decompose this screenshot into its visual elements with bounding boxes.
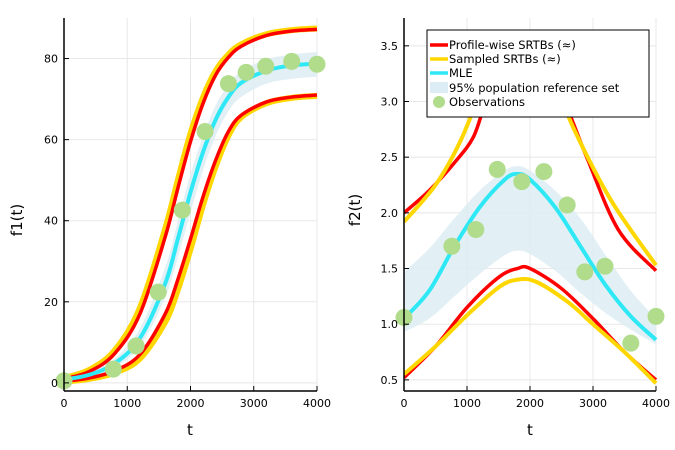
x-tick-label: 4000 bbox=[642, 397, 670, 410]
x-tick-label: 1000 bbox=[113, 397, 141, 410]
y-tick-label: 2.0 bbox=[381, 207, 399, 220]
x-axis-label: t bbox=[187, 421, 193, 439]
observation-point bbox=[558, 196, 576, 214]
legend-swatch-band bbox=[430, 82, 448, 93]
observation-point bbox=[149, 283, 167, 301]
y-tick-label: 0.5 bbox=[381, 374, 399, 387]
observation-point bbox=[173, 201, 191, 219]
band-95-population-reference-set bbox=[404, 166, 656, 345]
line-sampled-srtbs-lower bbox=[404, 276, 658, 385]
legend-swatch-observations bbox=[433, 96, 445, 108]
x-tick-label: 0 bbox=[401, 397, 408, 410]
axes: 0 1000 2000 3000 4000 0 20 40 60 80 bbox=[44, 18, 331, 410]
y-tick-label: 3.0 bbox=[381, 96, 399, 109]
observation-point bbox=[596, 257, 614, 275]
observation-point bbox=[104, 360, 122, 378]
y-axis-label: f2(t) bbox=[346, 194, 364, 226]
legend-label-profile: Profile-wise SRTBs (≈) bbox=[449, 38, 576, 52]
observation-point bbox=[647, 307, 665, 325]
x-tick-label: 3000 bbox=[240, 397, 268, 410]
observation-point bbox=[219, 75, 237, 93]
observation-point bbox=[467, 221, 485, 239]
observation-point bbox=[283, 52, 301, 70]
y-tick-label: 80 bbox=[44, 53, 58, 66]
observation-point bbox=[488, 160, 506, 178]
observation-point bbox=[127, 337, 145, 355]
observation-point bbox=[622, 334, 640, 352]
observation-point bbox=[513, 173, 531, 191]
observation-point bbox=[196, 123, 214, 141]
observation-point bbox=[257, 57, 275, 75]
legend-label-mle: MLE bbox=[449, 66, 473, 80]
line-profile-wise-srtbs-upper bbox=[64, 27, 318, 381]
x-tick-label: 3000 bbox=[579, 397, 607, 410]
y-tick-label: 40 bbox=[44, 215, 58, 228]
legend-box bbox=[426, 29, 650, 118]
series-layer bbox=[55, 25, 326, 390]
x-tick-label: 4000 bbox=[303, 397, 331, 410]
legend: Profile-wise SRTBs (≈) Sampled SRTBs (≈)… bbox=[426, 29, 650, 118]
y-tick-label: 20 bbox=[44, 296, 58, 309]
observation-point bbox=[576, 263, 594, 281]
axes: 0 1000 2000 3000 4000 0.5 1.0 1.5 2.0 2.5 3.0 3.5 bbox=[381, 18, 670, 410]
legend-label-observations: Observations bbox=[449, 95, 525, 109]
observation-point bbox=[535, 163, 553, 181]
x-tick-label: 0 bbox=[61, 397, 68, 410]
y-tick-label: 60 bbox=[44, 134, 58, 147]
x-axis-label: t bbox=[527, 421, 533, 439]
y-axis-label: f1(t) bbox=[8, 204, 26, 236]
y-tick-label: 3.5 bbox=[381, 40, 399, 53]
legend-label-sampled: Sampled SRTBs (≈) bbox=[449, 52, 561, 66]
observation-point bbox=[237, 63, 255, 81]
y-tick-label: 0 bbox=[51, 377, 58, 390]
y-tick-label: 1.0 bbox=[381, 318, 399, 331]
x-tick-label: 2000 bbox=[177, 397, 205, 410]
y-tick-label: 2.5 bbox=[381, 151, 399, 164]
legend-label-band: 95% population reference set bbox=[449, 81, 620, 95]
observation-point bbox=[308, 55, 326, 73]
x-tick-label: 1000 bbox=[453, 397, 481, 410]
x-tick-label: 2000 bbox=[516, 397, 544, 410]
observation-point bbox=[443, 237, 461, 255]
y-tick-label: 1.5 bbox=[381, 263, 399, 276]
plot-f1: 0 1000 2000 3000 4000 0 20 40 60 80 t f1(t) bbox=[8, 18, 331, 439]
